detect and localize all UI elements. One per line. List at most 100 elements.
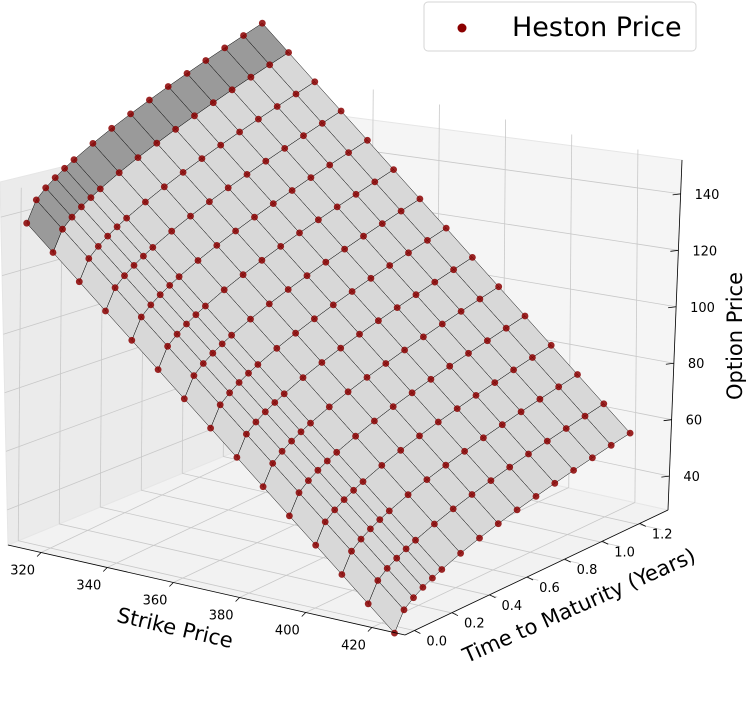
heston-price-point xyxy=(89,140,97,147)
z-tick-label: 80 xyxy=(688,357,705,372)
heston-price-point xyxy=(183,320,190,328)
heston-price-point xyxy=(243,430,250,438)
grid-line-y xyxy=(100,506,498,598)
heston-price-point xyxy=(431,520,438,528)
heston-price-point xyxy=(286,512,293,520)
heston-price-point xyxy=(213,242,221,249)
heston-price-point xyxy=(303,272,311,280)
heston-price-point xyxy=(271,399,279,406)
heston-price-point xyxy=(96,185,104,193)
heston-price-point xyxy=(192,311,200,319)
heston-price-point xyxy=(419,584,427,591)
heston-price-point xyxy=(375,317,382,325)
heston-price-point xyxy=(288,187,296,194)
heston-price-point xyxy=(285,49,292,56)
heston-price-point xyxy=(247,73,255,81)
z-tick-label: 120 xyxy=(692,244,717,259)
heston-price-point xyxy=(536,395,544,403)
legend-box xyxy=(423,1,697,52)
heston-price-point xyxy=(102,307,109,315)
heston-price-point xyxy=(371,417,378,425)
legend-marker xyxy=(457,23,467,33)
heston-price-point xyxy=(190,372,198,379)
heston-price-point xyxy=(529,354,536,361)
heston-price-point xyxy=(236,128,244,136)
heston-price-point xyxy=(532,493,540,500)
heston-price-point xyxy=(410,594,417,602)
x-tick-mark xyxy=(169,582,174,587)
heston-price-point xyxy=(259,483,267,491)
z-axis-label: Option Price xyxy=(723,272,746,400)
heston-price-point xyxy=(323,457,331,465)
heston-price-point xyxy=(59,225,66,233)
heston-price-point xyxy=(333,203,341,211)
heston-price-point xyxy=(345,149,352,157)
x-tick-mark xyxy=(36,552,42,557)
z-tick-mark xyxy=(661,475,670,478)
heston-price-point xyxy=(364,600,372,608)
x-tick-mark xyxy=(367,627,373,632)
heston-price-point xyxy=(134,154,142,162)
grid-line-y-left xyxy=(17,187,22,541)
heston-price-point xyxy=(374,577,382,584)
heston-price-point xyxy=(476,534,483,542)
heston-price-point xyxy=(472,392,480,399)
heston-price-point xyxy=(154,366,162,373)
heston-price-point xyxy=(87,194,95,202)
heston-price-point xyxy=(570,467,577,474)
x-axis-line xyxy=(7,544,406,636)
y-tick-label: 1.0 xyxy=(614,545,635,560)
heston-price-point xyxy=(307,174,315,182)
heston-price-point xyxy=(348,288,356,295)
heston-price-point xyxy=(378,462,386,469)
heston-price-point xyxy=(502,324,510,332)
heston-price-point xyxy=(266,61,274,69)
heston-price-point xyxy=(400,606,408,614)
legend-label: Heston Price xyxy=(512,12,682,43)
z-tick-label: 140 xyxy=(695,188,720,203)
heston-price-point xyxy=(341,245,348,253)
y-axis-line xyxy=(404,509,669,636)
heston-price-point xyxy=(202,57,210,64)
heston-price-point xyxy=(142,198,149,206)
heston-price-point xyxy=(551,479,559,487)
heston-price-point xyxy=(207,424,215,432)
y-tick-mark xyxy=(639,523,647,527)
axis-ticks: 320 340 360 380 400 420 0.0 0.2 0.4 0.6 0.8 1.0 1.2 4… xyxy=(7,159,720,654)
heston-price-point xyxy=(168,227,176,235)
heston-price-point xyxy=(562,425,570,432)
heston-price-point xyxy=(442,224,450,232)
heston-price-point xyxy=(199,360,207,367)
heston-price-point xyxy=(326,161,334,169)
heston-price-point xyxy=(226,389,234,397)
y-tick-label: 0.4 xyxy=(502,599,523,614)
heston-price-point xyxy=(429,574,436,582)
heston-price-point xyxy=(269,200,277,208)
heston-price-point xyxy=(498,421,506,429)
heston-price-point xyxy=(382,360,390,367)
heston-price-point xyxy=(32,196,40,204)
x-tick-label: 380 xyxy=(209,609,234,624)
heston-price-point xyxy=(113,223,121,231)
heston-price-point xyxy=(340,496,348,503)
heston-price-point xyxy=(258,19,266,27)
y-tick-label: 1.2 xyxy=(652,527,673,542)
x-tick-mark xyxy=(102,567,108,572)
heston-price-point xyxy=(78,203,85,211)
heston-price-point xyxy=(391,629,398,637)
x-tick-mark xyxy=(235,597,240,602)
heston-price-point xyxy=(232,227,240,235)
heston-price-point xyxy=(61,164,68,172)
heston-price-point xyxy=(198,155,206,163)
heston-price-point xyxy=(146,96,153,104)
heston-price-point xyxy=(173,330,181,338)
heston-price-point xyxy=(416,432,423,440)
heston-price-point xyxy=(252,418,260,426)
heston-price-point xyxy=(111,284,119,292)
heston-price-point xyxy=(350,486,357,494)
heston-price-point xyxy=(209,349,217,357)
heston-price-point xyxy=(547,341,555,349)
heston-price-point xyxy=(457,549,464,557)
heston-price-point xyxy=(221,44,229,52)
z-tick-mark xyxy=(665,362,674,365)
